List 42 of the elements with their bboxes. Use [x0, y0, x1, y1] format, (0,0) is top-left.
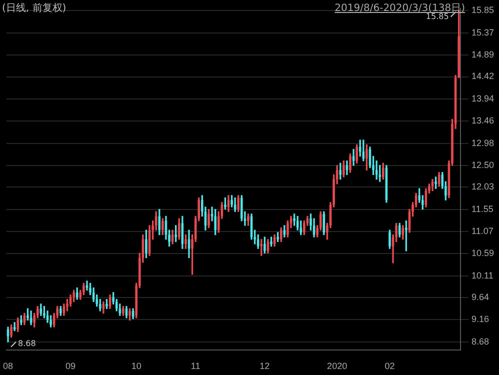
annotation: 15.85	[426, 12, 449, 21]
candlestick	[128, 308, 131, 321]
x-tick-label: 12	[260, 361, 270, 372]
y-tick-label: 9.64	[471, 292, 490, 302]
candlestick	[184, 234, 187, 249]
y-tick-label: 10.59	[471, 248, 494, 258]
candlestick	[434, 176, 437, 189]
y-tick-label: 13.94	[471, 93, 494, 104]
candlestick	[388, 230, 391, 249]
candlestick	[82, 282, 85, 296]
candlestick	[270, 236, 272, 247]
candlestick	[224, 197, 226, 210]
x-tick-label: 08	[3, 361, 14, 372]
chart-subtitle: 2019/8/6-2020/3/3(138日)	[334, 2, 465, 14]
x-tick-label: 10	[131, 361, 142, 372]
y-tick-label: 11.55	[471, 204, 494, 214]
y-tick-label: 13.46	[471, 116, 494, 126]
y-tick-label: 8.68	[471, 336, 490, 346]
x-tick-label: 2020	[327, 361, 348, 372]
x-tick-label: 09	[66, 361, 76, 372]
candlestick	[349, 154, 352, 173]
y-tick-label: 12.03	[471, 182, 494, 192]
candlestick	[26, 308, 29, 321]
candlestick	[247, 214, 250, 226]
candlestick	[145, 230, 148, 258]
y-tick-label: 14.42	[471, 71, 494, 82]
y-tick-label: 12.98	[471, 138, 494, 148]
candlestick	[208, 208, 210, 228]
candlestick	[106, 299, 108, 309]
y-tick-label: 11.07	[471, 226, 494, 236]
chart-title: (日线, 前复权)	[2, 2, 66, 15]
annotation: 8.68	[18, 338, 36, 348]
y-tick-label: 15.37	[471, 27, 494, 38]
x-tick-label: 02	[384, 361, 395, 372]
y-tick-label: 10.11	[471, 270, 494, 280]
y-tick-label: 14.89	[471, 50, 494, 60]
y-tick-label: 15.85	[471, 5, 494, 16]
candlestick	[10, 324, 12, 338]
y-tick-label: 9.16	[471, 314, 490, 324]
x-tick-label: 11	[190, 361, 200, 372]
candlestick	[366, 144, 368, 170]
y-tick-label: 12.50	[471, 160, 494, 170]
